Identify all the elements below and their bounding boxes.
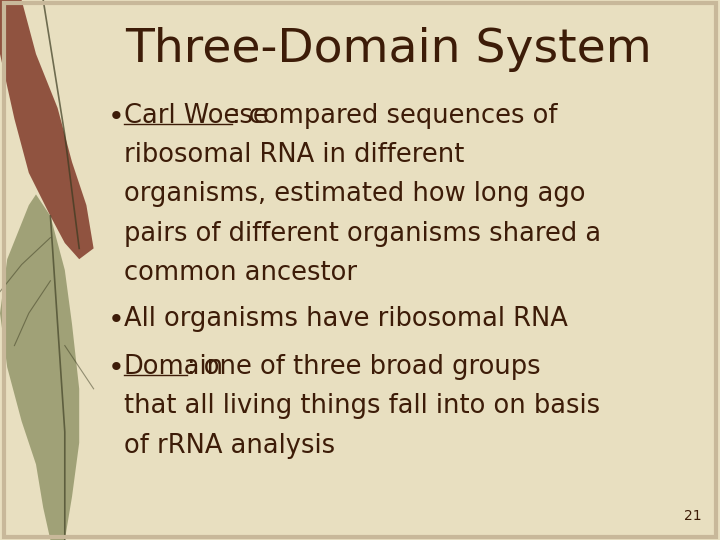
Text: : compared sequences of: : compared sequences of xyxy=(232,103,557,129)
Polygon shape xyxy=(0,0,94,259)
Text: ribosomal RNA in different: ribosomal RNA in different xyxy=(124,142,464,168)
Text: that all living things fall into on basis: that all living things fall into on basi… xyxy=(124,393,600,419)
Text: All organisms have ribosomal RNA: All organisms have ribosomal RNA xyxy=(124,306,567,332)
Text: of rRNA analysis: of rRNA analysis xyxy=(124,433,335,458)
Text: •: • xyxy=(108,306,125,334)
Text: Three-Domain System: Three-Domain System xyxy=(125,27,652,72)
Text: Domain: Domain xyxy=(124,354,224,380)
Text: 21: 21 xyxy=(685,509,702,523)
Text: Carl Woese: Carl Woese xyxy=(124,103,269,129)
Text: organisms, estimated how long ago: organisms, estimated how long ago xyxy=(124,181,585,207)
Text: : one of three broad groups: : one of three broad groups xyxy=(187,354,541,380)
Text: common ancestor: common ancestor xyxy=(124,260,357,286)
Text: •: • xyxy=(108,354,125,382)
Text: pairs of different organisms shared a: pairs of different organisms shared a xyxy=(124,221,601,247)
Polygon shape xyxy=(0,194,79,540)
Text: •: • xyxy=(108,103,125,131)
